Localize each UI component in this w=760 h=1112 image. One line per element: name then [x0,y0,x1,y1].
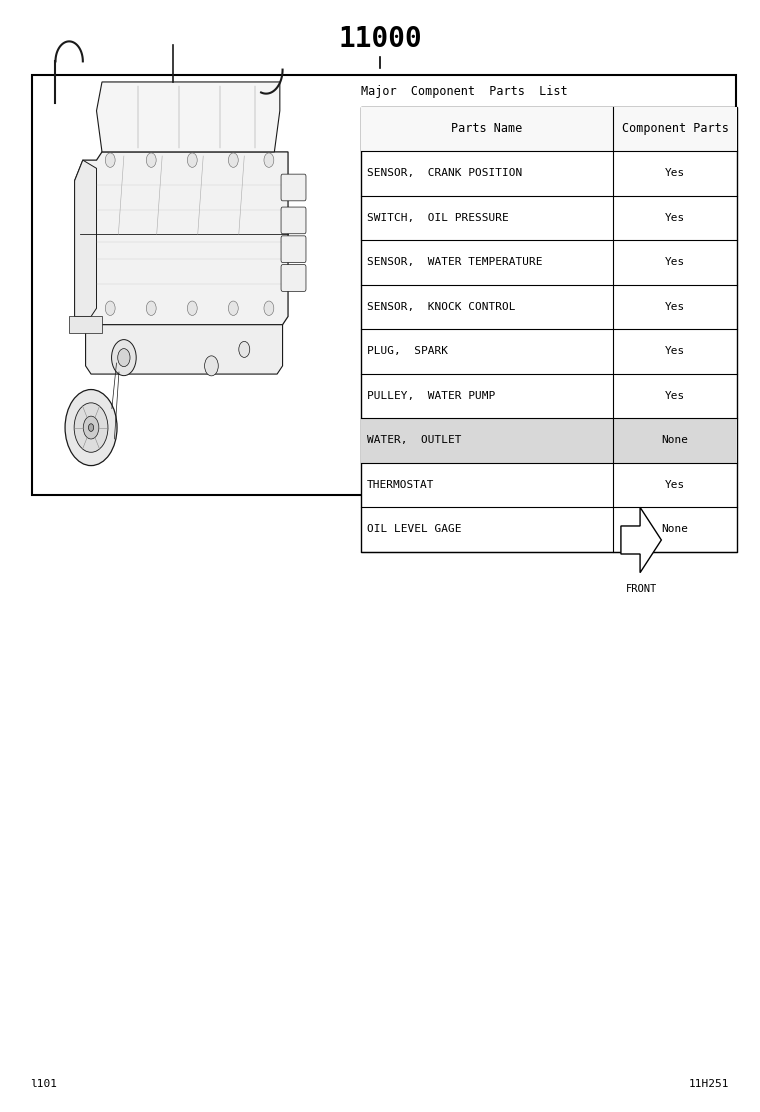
Text: 11000: 11000 [338,26,422,53]
Text: SENSOR,  WATER TEMPERATURE: SENSOR, WATER TEMPERATURE [367,258,543,267]
Bar [32,75,736,495]
Circle shape [88,424,93,431]
Text: l101: l101 [30,1080,58,1089]
Text: PULLEY,  WATER PUMP: PULLEY, WATER PUMP [367,391,496,400]
Circle shape [188,153,197,167]
Polygon shape [69,317,102,332]
FancyBboxPatch shape [281,175,306,201]
Text: WATER,  OUTLET: WATER, OUTLET [367,436,461,445]
Text: Yes: Yes [665,480,686,489]
Circle shape [147,301,156,316]
Text: Yes: Yes [665,391,686,400]
FancyBboxPatch shape [281,265,306,291]
Text: None: None [662,436,689,445]
Text: Yes: Yes [665,347,686,356]
Polygon shape [621,507,661,573]
Text: PLUG,  SPARK: PLUG, SPARK [367,347,448,356]
FancyBboxPatch shape [281,236,306,262]
Circle shape [264,153,274,167]
FancyBboxPatch shape [281,207,306,234]
Polygon shape [97,82,280,152]
Polygon shape [74,160,97,317]
Text: 11H251: 11H251 [689,1080,730,1089]
Circle shape [118,348,130,367]
Circle shape [204,356,218,376]
Circle shape [65,389,117,466]
Circle shape [74,403,108,453]
Text: THERMOSTAT: THERMOSTAT [367,480,435,489]
Bar [361,107,737,552]
Circle shape [106,301,115,316]
Circle shape [239,341,250,357]
Polygon shape [74,152,288,325]
Circle shape [229,153,238,167]
Circle shape [84,416,99,439]
Circle shape [106,153,115,167]
Bar [361,107,737,151]
Circle shape [112,339,136,376]
Text: Yes: Yes [665,258,686,267]
Text: Component Parts: Component Parts [622,122,729,136]
Text: SENSOR,  KNOCK CONTROL: SENSOR, KNOCK CONTROL [367,302,515,311]
Circle shape [147,153,156,167]
Text: SENSOR,  CRANK POSITION: SENSOR, CRANK POSITION [367,169,522,178]
Text: None: None [662,525,689,534]
Text: Yes: Yes [665,214,686,222]
Text: FRONT: FRONT [625,584,657,594]
Polygon shape [86,325,283,374]
Text: SWITCH,  OIL PRESSURE: SWITCH, OIL PRESSURE [367,214,509,222]
Circle shape [229,301,238,316]
Text: OIL LEVEL GAGE: OIL LEVEL GAGE [367,525,461,534]
Bar [361,418,737,463]
Text: Parts Name: Parts Name [451,122,523,136]
Text: Major  Component  Parts  List: Major Component Parts List [361,85,568,98]
Text: Yes: Yes [665,169,686,178]
Text: Yes: Yes [665,302,686,311]
Circle shape [188,301,197,316]
Circle shape [264,301,274,316]
